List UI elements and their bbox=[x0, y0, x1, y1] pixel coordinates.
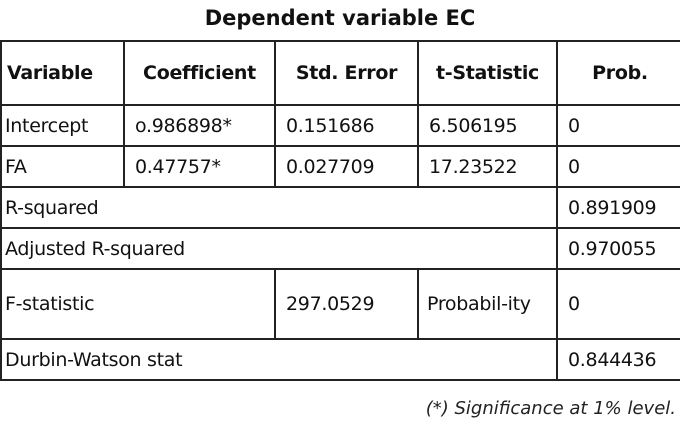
header-t-statistic: t-Statistic bbox=[417, 40, 558, 106]
cell-variable: Intercept bbox=[0, 104, 125, 147]
table-row: Intercept o.986898* 0.151686 6.506195 0 bbox=[0, 104, 680, 147]
cell-coefficient: o.986898* bbox=[123, 104, 276, 147]
table-title: Dependent variable EC bbox=[204, 6, 476, 30]
header-prob: Prob. bbox=[556, 40, 680, 106]
adjusted-r-squared-label: Adjusted R-squared bbox=[0, 227, 558, 270]
cell-variable: FA bbox=[0, 145, 125, 188]
r-squared-value: 0.891909 bbox=[556, 186, 680, 229]
cell-prob: 0 bbox=[556, 145, 680, 188]
f-statistic-label: F-statistic bbox=[0, 268, 276, 340]
durbin-watson-value: 0.844436 bbox=[556, 338, 680, 381]
cell-coefficient: 0.47757* bbox=[123, 145, 276, 188]
r-squared-label: R-squared bbox=[0, 186, 558, 229]
cell-t-statistic: 17.23522 bbox=[417, 145, 558, 188]
header-std-error: Std. Error bbox=[274, 40, 419, 106]
cell-t-statistic: 6.506195 bbox=[417, 104, 558, 147]
header-row: Variable Coefficient Std. Error t-Statis… bbox=[0, 40, 680, 106]
regression-table: Variable Coefficient Std. Error t-Statis… bbox=[0, 40, 680, 381]
probability-label: Probabil-ity bbox=[417, 268, 558, 340]
durbin-watson-row: Durbin-Watson stat 0.844436 bbox=[0, 338, 680, 381]
f-statistic-row: F-statistic 297.0529 Probabil-ity 0 bbox=[0, 268, 680, 340]
header-variable: Variable bbox=[0, 40, 125, 106]
cell-std-error: 0.027709 bbox=[274, 145, 419, 188]
cell-prob: 0 bbox=[556, 104, 680, 147]
header-coefficient: Coefficient bbox=[123, 40, 276, 106]
probability-value: 0 bbox=[556, 268, 680, 340]
adjusted-r-squared-value: 0.970055 bbox=[556, 227, 680, 270]
cell-std-error: 0.151686 bbox=[274, 104, 419, 147]
footnote: (*) Significance at 1% level. bbox=[425, 398, 676, 419]
table-row: FA 0.47757* 0.027709 17.23522 0 bbox=[0, 145, 680, 188]
adjusted-r-squared-row: Adjusted R-squared 0.970055 bbox=[0, 227, 680, 270]
r-squared-row: R-squared 0.891909 bbox=[0, 186, 680, 229]
durbin-watson-label: Durbin-Watson stat bbox=[0, 338, 558, 381]
f-statistic-value: 297.0529 bbox=[274, 268, 419, 340]
